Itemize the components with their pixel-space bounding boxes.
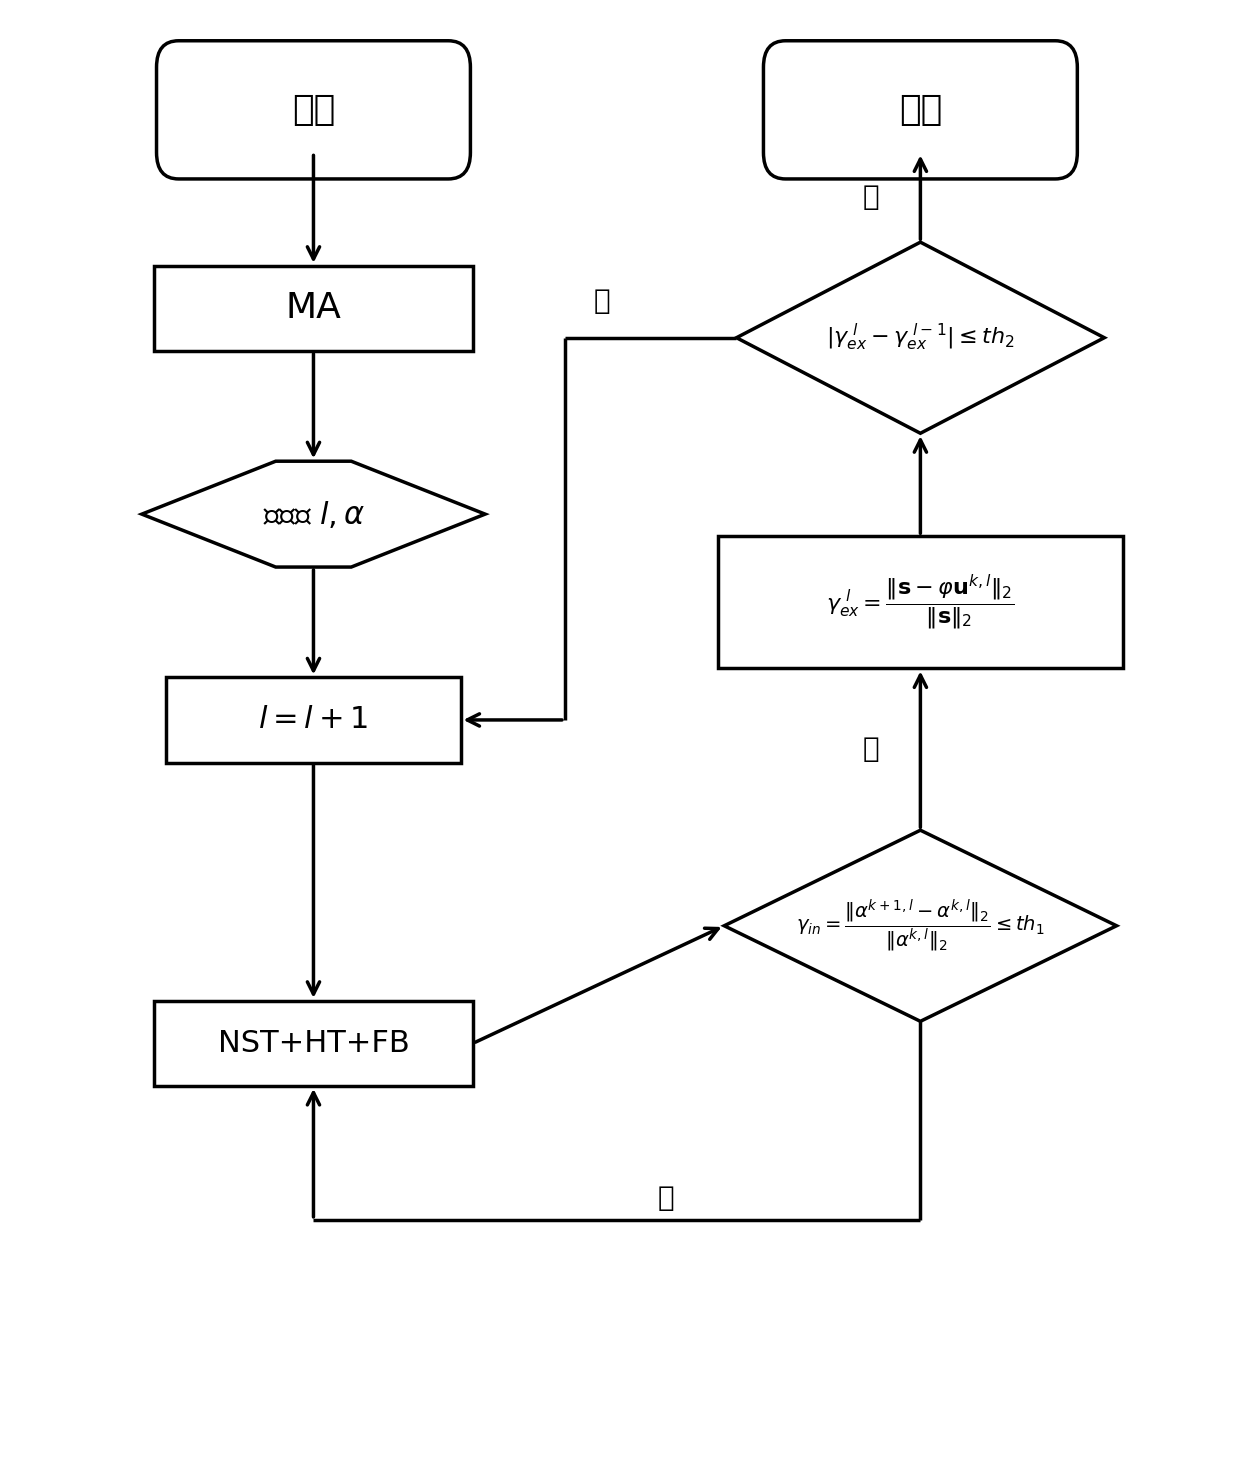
- Text: $\gamma_{ex}^{\ l}=\dfrac{\|\mathbf{s}-\varphi\mathbf{u}^{k,l}\|_2}{\|\mathbf{s}: $\gamma_{ex}^{\ l}=\dfrac{\|\mathbf{s}-\…: [826, 573, 1014, 632]
- Text: NST+HT+FB: NST+HT+FB: [217, 1028, 409, 1058]
- Text: $l=l+1$: $l=l+1$: [258, 705, 368, 735]
- Text: 初始化 $l,\alpha$: 初始化 $l,\alpha$: [263, 499, 365, 530]
- Bar: [166, 677, 460, 763]
- Text: 否: 否: [593, 286, 610, 315]
- Bar: [718, 536, 1122, 668]
- Polygon shape: [724, 830, 1116, 1021]
- Polygon shape: [737, 242, 1105, 433]
- Text: MA: MA: [285, 291, 341, 325]
- Text: 开始: 开始: [291, 93, 335, 126]
- FancyBboxPatch shape: [764, 40, 1078, 180]
- Text: 否: 否: [657, 1184, 675, 1212]
- Text: $\gamma_{in}=\dfrac{\|\alpha^{k+1,l}-\alpha^{k,l}\|_2}{\|\alpha^{k,l}\|_2}\leq t: $\gamma_{in}=\dfrac{\|\alpha^{k+1,l}-\al…: [796, 898, 1044, 954]
- Text: 结束: 结束: [899, 93, 942, 126]
- Text: $|\gamma_{ex}^{\ l}-\gamma_{ex}^{\ l-1}|\leq th_2$: $|\gamma_{ex}^{\ l}-\gamma_{ex}^{\ l-1}|…: [826, 322, 1014, 353]
- Bar: [154, 266, 472, 350]
- FancyBboxPatch shape: [156, 40, 470, 180]
- Text: 是: 是: [863, 184, 879, 211]
- Polygon shape: [141, 462, 485, 567]
- Bar: [154, 1000, 472, 1086]
- Text: 是: 是: [863, 736, 879, 763]
